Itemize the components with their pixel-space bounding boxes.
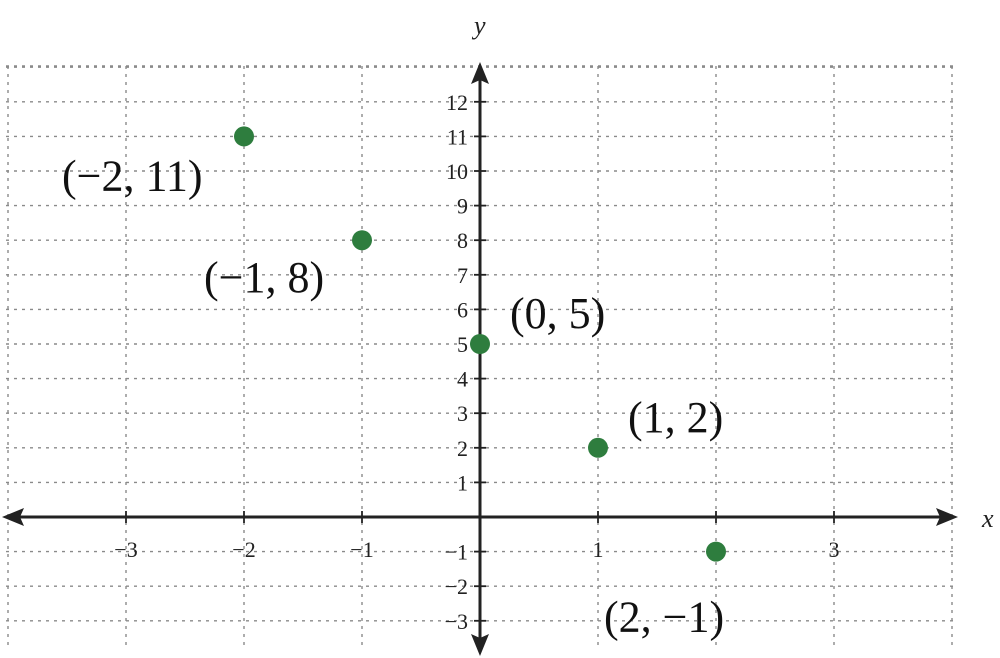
x-tick-label: −2	[232, 537, 255, 562]
y-tick-label: −2	[445, 574, 468, 599]
y-tick-label: 11	[447, 124, 468, 149]
y-tick-label: 4	[457, 367, 468, 392]
y-tick-label: 7	[457, 263, 468, 288]
y-tick-label: 9	[457, 194, 468, 219]
point-label: (1, 2)	[628, 393, 723, 442]
data-point	[588, 437, 608, 458]
y-tick-label: 1	[457, 470, 468, 495]
point-label: (−2, 11)	[62, 151, 203, 200]
y-tick-label: 12	[446, 90, 468, 115]
y-axis-arrow-up	[471, 62, 489, 84]
x-axis-arrow-left	[2, 508, 24, 526]
y-tick-label: 6	[457, 297, 468, 322]
y-tick-label: 8	[457, 228, 468, 253]
data-points: (−2, 11) (−1, 8) (0, 5) (1, 2) (2, −1)	[62, 126, 726, 642]
grid	[6, 65, 956, 648]
x-tick-label: 3	[829, 537, 840, 562]
y-axis-arrow-down	[471, 634, 489, 656]
point-label: (2, −1)	[604, 593, 724, 642]
y-tick-label: −3	[445, 609, 468, 634]
x-axis-label: x	[981, 504, 994, 533]
point-label: (0, 5)	[510, 289, 605, 338]
x-tick-label: −3	[114, 537, 137, 562]
x-tick-label: −1	[350, 537, 373, 562]
y-tick-label: 3	[457, 401, 468, 426]
y-tick-label: 10	[446, 159, 468, 184]
y-tick-label: −1	[445, 540, 468, 565]
x-axis-arrow-right	[936, 508, 958, 526]
x-tick-label: 1	[593, 537, 604, 562]
y-tick-label: 5	[457, 332, 468, 357]
data-point	[234, 126, 254, 147]
data-point	[470, 334, 490, 354]
point-label: (−1, 8)	[204, 253, 324, 302]
axes: x y	[2, 11, 994, 656]
y-tick-label: 2	[457, 436, 468, 461]
data-point	[352, 230, 372, 251]
y-axis-label: y	[471, 11, 486, 40]
data-point	[706, 541, 726, 562]
